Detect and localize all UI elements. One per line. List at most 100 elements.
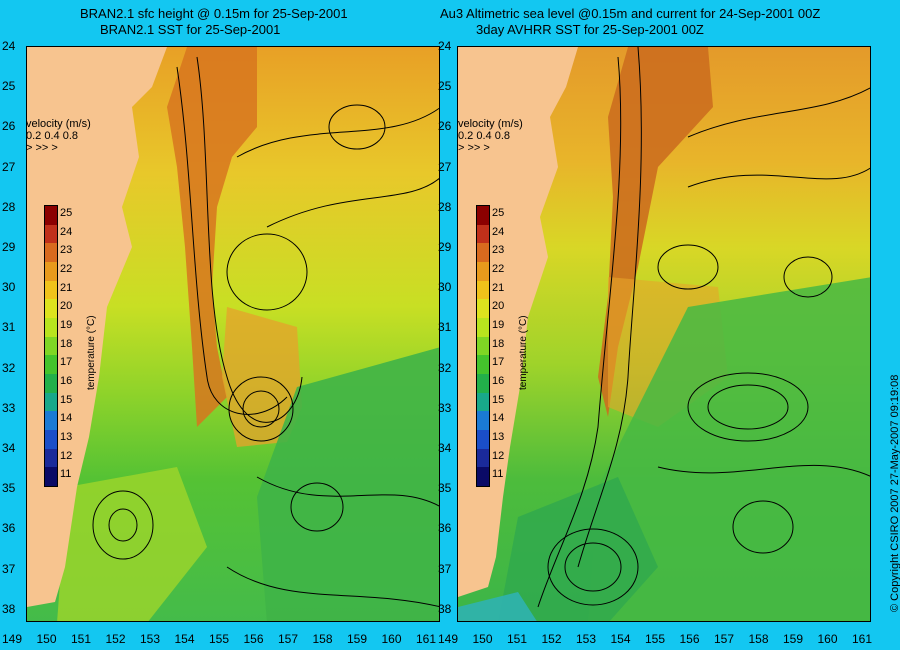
- colorbar-swatch: [45, 262, 57, 282]
- longitude-label: 152: [105, 632, 126, 646]
- latitude-label: 28: [2, 199, 16, 214]
- latitude-label: 30: [438, 280, 452, 295]
- latitude-label: 31: [438, 320, 452, 335]
- colorbar-tick-label: 15: [492, 393, 505, 406]
- longitude-label: 152: [541, 632, 562, 646]
- colorbar-tick-label: 24: [60, 225, 73, 238]
- longitude-label: 151: [71, 632, 92, 646]
- colorbar-swatch: [45, 243, 57, 263]
- colorbar-tick-label: 17: [60, 356, 73, 369]
- colorbar-swatch: [45, 299, 57, 319]
- colorbar-swatch: [45, 467, 57, 487]
- colorbar-tick-label: 21: [492, 281, 505, 294]
- velocity-legend-arrows: > >> >: [458, 142, 490, 154]
- colorbar-tick-label: 18: [492, 337, 505, 350]
- colorbar-tick-label: 17: [492, 356, 505, 369]
- colorbar-swatch: [45, 318, 57, 338]
- latitude-label: 33: [438, 400, 452, 415]
- colorbar-swatch: [477, 467, 489, 487]
- colorbar-tick-label: 15: [60, 393, 73, 406]
- latitude-label: 34: [2, 441, 16, 455]
- colorbar-swatch: [477, 448, 489, 468]
- colorbar-tick-label: 19: [492, 319, 505, 331]
- colorbar-tick-label: 19: [60, 319, 73, 331]
- longitude-label: 156: [679, 632, 700, 646]
- longitude-label: 155: [209, 632, 230, 646]
- colorbar-swatch: [477, 336, 489, 356]
- longitude-label: 159: [783, 632, 804, 646]
- colorbar-tick-label: 14: [60, 412, 73, 425]
- velocity-legend-left: velocity (m/s) 0.2 0.4 0.8 > >> >: [26, 118, 91, 154]
- colorbar-tick-label: 22: [492, 263, 505, 275]
- longitude-label: 160: [817, 632, 838, 646]
- latitude-label: 27: [438, 159, 452, 174]
- longitude-label: 157: [714, 632, 735, 646]
- latitude-label: 38: [2, 601, 16, 616]
- left-map-panel: [26, 46, 440, 622]
- longitude-label: 155: [645, 632, 666, 646]
- right-title-line1: Au3 Altimetric sea level @0.15m and curr…: [440, 6, 821, 21]
- colorbar-swatch: [477, 392, 489, 412]
- longitude-label: 150: [472, 632, 493, 646]
- latitude-label: 36: [438, 521, 452, 536]
- colorbar-swatch: [477, 243, 489, 263]
- latitude-label: 28: [438, 199, 452, 214]
- colorbar-tick-label: 11: [492, 468, 504, 481]
- colorbar-swatch: [477, 206, 489, 226]
- colorbar-swatch: [477, 374, 489, 394]
- velocity-legend-arrows: > >> >: [26, 142, 58, 154]
- latitude-label: 26: [438, 119, 452, 134]
- latitude-label: 24: [2, 39, 16, 53]
- longitude-label: 154: [174, 632, 195, 646]
- colorbar-swatch: [45, 448, 57, 468]
- colorbar-swatch: [45, 430, 57, 450]
- longitude-label: 150: [36, 632, 57, 646]
- colorbar-tick-label: 23: [60, 244, 73, 257]
- longitude-label: 151: [507, 632, 528, 646]
- colorbar-tick-label: 20: [492, 300, 505, 313]
- right-map-panel: [457, 46, 871, 622]
- latitude-label: 37: [2, 561, 16, 576]
- longitude-label: 157: [278, 632, 299, 646]
- colorbar-tick-label: 14: [492, 412, 505, 425]
- latitude-label: 24: [438, 39, 452, 53]
- colorbar-tick-label: 25: [60, 207, 73, 219]
- right-sst-map: [458, 47, 870, 621]
- velocity-legend-values: 0.2 0.4 0.8: [26, 130, 78, 142]
- copyright-text: © Copyright CSIRO 2007 27-May-2007 09:19…: [889, 374, 900, 612]
- colorbar-swatch: [477, 355, 489, 375]
- colorbar-tick-label: 24: [492, 225, 505, 238]
- longitude-label: 153: [140, 632, 161, 646]
- colorbar-swatch: [45, 206, 57, 226]
- latitude-label: 30: [2, 280, 16, 295]
- colorbar-tick-label: 12: [492, 449, 505, 462]
- colorbar-swatch: [477, 430, 489, 450]
- latitude-label: 29: [2, 240, 16, 254]
- velocity-legend-values: 0.2 0.4 0.8: [458, 130, 510, 142]
- left-sst-map: [27, 47, 439, 621]
- longitude-label: 161: [852, 632, 873, 646]
- colorbar-tick-label: 23: [492, 244, 505, 257]
- velocity-legend-right: velocity (m/s) 0.2 0.4 0.8 > >> >: [458, 118, 523, 154]
- longitude-label: 156: [243, 632, 264, 646]
- right-title-line2: 3day AVHRR SST for 25-Sep-2001 00Z: [476, 22, 704, 37]
- temperature-colorbar-left: [44, 205, 58, 487]
- velocity-legend-title: velocity (m/s): [26, 118, 91, 130]
- latitude-label: 37: [438, 561, 452, 576]
- colorbar-swatch: [45, 355, 57, 375]
- colorbar-swatch: [45, 224, 57, 244]
- longitude-label: 153: [576, 632, 597, 646]
- latitude-label: 26: [2, 119, 16, 134]
- colorbar-swatch: [477, 224, 489, 244]
- colorbar-tick-label: 20: [60, 300, 73, 313]
- colorbar-tick-label: 22: [60, 263, 73, 275]
- colorbar-swatch: [477, 299, 489, 319]
- longitude-label: 149: [2, 632, 23, 646]
- longitude-label: 154: [610, 632, 631, 646]
- left-title-line2: BRAN2.1 SST for 25-Sep-2001: [100, 22, 281, 37]
- latitude-label: 33: [2, 400, 16, 415]
- longitude-label: 149: [438, 632, 459, 646]
- colorbar-tick-label: 11: [60, 468, 72, 481]
- longitude-label: 161: [416, 632, 437, 646]
- temperature-colorbar-right: [476, 205, 490, 487]
